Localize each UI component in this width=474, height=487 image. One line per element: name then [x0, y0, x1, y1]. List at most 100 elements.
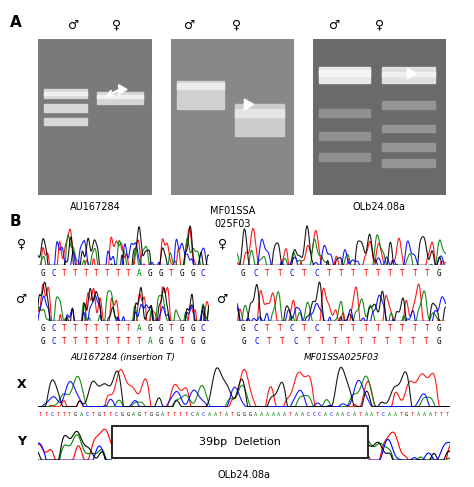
Text: G: G — [158, 269, 163, 279]
Text: 39bp  Deletion: 39bp Deletion — [199, 437, 281, 447]
Bar — [382, 72, 435, 76]
Text: T: T — [440, 412, 443, 417]
Bar — [382, 143, 435, 151]
Text: C: C — [306, 412, 310, 417]
Text: A: A — [324, 412, 327, 417]
Text: A: A — [423, 412, 426, 417]
Text: A: A — [388, 412, 391, 417]
Text: G: G — [190, 269, 195, 279]
Text: T: T — [167, 412, 170, 417]
Text: C: C — [330, 412, 333, 417]
Text: T: T — [83, 269, 88, 279]
Text: T: T — [94, 269, 99, 279]
Text: T: T — [109, 412, 112, 417]
Text: C: C — [115, 412, 118, 417]
Text: G: G — [169, 337, 173, 346]
Bar — [382, 125, 435, 132]
Text: T: T — [83, 324, 88, 333]
Text: MF01SSA
025F03: MF01SSA 025F03 — [210, 206, 255, 229]
Text: G: G — [127, 412, 129, 417]
Bar — [177, 81, 224, 109]
Text: A: A — [301, 412, 304, 417]
Text: G: G — [190, 337, 195, 346]
Text: T: T — [364, 324, 368, 333]
Text: T: T — [400, 412, 402, 417]
Text: T: T — [231, 412, 234, 417]
Text: T: T — [425, 269, 429, 279]
Text: C: C — [86, 412, 89, 417]
Text: A: A — [266, 412, 269, 417]
Text: A: A — [132, 412, 135, 417]
Text: A: A — [254, 412, 257, 417]
Text: AU167284 (insertion T): AU167284 (insertion T) — [71, 353, 176, 362]
Text: A: A — [393, 412, 397, 417]
Text: T: T — [332, 337, 337, 346]
Text: T: T — [424, 337, 428, 346]
Text: C: C — [201, 269, 206, 279]
Text: C: C — [312, 412, 315, 417]
Text: C: C — [253, 324, 258, 333]
Text: T: T — [388, 324, 392, 333]
Text: G: G — [41, 337, 46, 346]
Text: T: T — [280, 337, 285, 346]
Text: T: T — [411, 412, 414, 417]
Text: G: G — [158, 324, 163, 333]
Text: T: T — [62, 269, 67, 279]
Text: ♀: ♀ — [111, 19, 121, 32]
Text: G: G — [138, 412, 141, 417]
Text: A: A — [225, 412, 228, 417]
Text: OLb24.08a: OLb24.08a — [218, 470, 271, 480]
Bar — [97, 95, 143, 98]
Text: T: T — [351, 269, 356, 279]
Text: T: T — [388, 269, 392, 279]
Text: C: C — [202, 412, 205, 417]
Text: A: A — [137, 324, 142, 333]
Text: T: T — [339, 324, 344, 333]
Text: C: C — [201, 324, 206, 333]
Bar — [44, 104, 87, 112]
Text: ♀: ♀ — [374, 19, 384, 32]
Text: G: G — [120, 412, 124, 417]
Text: T: T — [94, 324, 99, 333]
Text: T: T — [278, 269, 282, 279]
Bar — [44, 92, 87, 95]
Text: T: T — [184, 412, 188, 417]
Bar — [235, 104, 284, 135]
Text: T: T — [116, 269, 120, 279]
Text: G: G — [97, 412, 100, 417]
Bar — [319, 70, 370, 76]
Text: C: C — [382, 412, 385, 417]
Bar — [319, 67, 370, 83]
Text: T: T — [376, 412, 379, 417]
Text: B: B — [9, 214, 21, 229]
Text: AU167284: AU167284 — [69, 202, 120, 212]
Text: A: A — [137, 269, 142, 279]
Text: T: T — [219, 412, 222, 417]
Bar — [44, 89, 87, 98]
Text: T: T — [173, 412, 176, 417]
Text: T: T — [359, 412, 362, 417]
Text: OLb24.08a: OLb24.08a — [353, 202, 406, 212]
Text: G: G — [241, 337, 246, 346]
Bar — [112, 426, 368, 458]
Text: T: T — [346, 337, 350, 346]
Text: G: G — [241, 269, 246, 279]
Text: C: C — [52, 269, 56, 279]
Text: ♂: ♂ — [217, 293, 228, 306]
Text: G: G — [155, 412, 158, 417]
Text: A: A — [277, 412, 281, 417]
Text: T: T — [62, 337, 67, 346]
Text: T: T — [39, 412, 42, 417]
Text: C: C — [51, 412, 54, 417]
Text: ♂: ♂ — [68, 19, 79, 32]
Text: G: G — [190, 324, 195, 333]
Text: T: T — [376, 324, 381, 333]
Text: Y: Y — [17, 435, 26, 448]
Text: T: T — [372, 337, 376, 346]
Text: T: T — [302, 269, 307, 279]
Text: C: C — [347, 412, 350, 417]
Text: A: A — [283, 412, 286, 417]
Text: X: X — [17, 378, 26, 391]
Text: ♀: ♀ — [17, 237, 26, 250]
Text: T: T — [73, 269, 78, 279]
